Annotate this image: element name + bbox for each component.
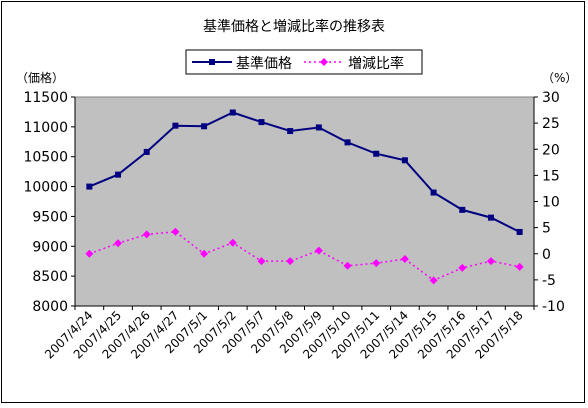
price-point [201, 123, 208, 130]
ratio-point [400, 254, 409, 263]
ratio-point [372, 259, 381, 268]
right-axis-tick-label: -10 [542, 299, 565, 315]
price-point [516, 228, 523, 235]
series-ratio [85, 227, 524, 285]
right-axis-tick-label: 15 [542, 168, 560, 184]
ratio-point [200, 249, 209, 258]
price-line [88, 111, 521, 233]
price-point [315, 124, 322, 131]
left-axis-tick-label: 8500 [32, 269, 68, 285]
price-point [258, 119, 265, 126]
chart: 基準価格と増減比率の推移表 基準価格 増減比率 （価格） （%） 8000 850… [16, 18, 577, 362]
ratio-point [515, 262, 524, 271]
left-axis-tick-label: 9500 [32, 209, 68, 225]
right-axis-tick-label: 25 [542, 116, 560, 132]
right-axis-tick-label: 5 [542, 221, 551, 237]
price-point [344, 139, 351, 146]
ratio-line [89, 231, 520, 282]
price-point [172, 122, 179, 129]
ratio-point [85, 249, 94, 258]
left-axis-tick-label: 10000 [23, 180, 68, 196]
price-point [401, 157, 408, 164]
right-axis-tick-label: 10 [542, 195, 560, 211]
left-axis-tick-label: 8000 [32, 299, 68, 315]
ratio-point [142, 230, 151, 239]
price-point [115, 171, 122, 178]
legend-marker-ratio [320, 58, 328, 66]
price-point [459, 206, 466, 213]
ratio-point [458, 263, 467, 272]
ratio-point [314, 246, 323, 255]
price-point [487, 214, 494, 221]
left-axis-tick-label: 9000 [32, 239, 68, 255]
ratio-point [286, 257, 295, 266]
right-axis-tick-label: 0 [542, 247, 551, 263]
right-axis-tick-label: 20 [542, 142, 560, 158]
right-axis-label: （%） [542, 71, 577, 85]
chart-frame: 基準価格と増減比率の推移表 基準価格 増減比率 （価格） （%） 8000 850… [1, 1, 585, 403]
series-price [86, 109, 523, 235]
ratio-point [171, 227, 180, 236]
ratio-point [257, 257, 266, 266]
ratio-point [228, 238, 237, 247]
legend: 基準価格 増減比率 [185, 49, 423, 75]
right-axis-tick-label: 30 [542, 90, 560, 106]
left-axis-label: （価格） [16, 70, 64, 85]
price-point [86, 183, 93, 190]
ratio-point [114, 239, 123, 248]
left-axis-tick-label: 10500 [23, 150, 68, 166]
price-point [287, 128, 294, 135]
left-axis-tick-label: 11000 [23, 120, 68, 136]
right-axis-tick-label: -5 [542, 273, 556, 289]
left-axis-tick-label: 11500 [23, 90, 68, 106]
ratio-point [429, 276, 438, 285]
ratio-point [343, 261, 352, 270]
price-point [229, 109, 236, 116]
price-point [143, 148, 150, 155]
ratio-point [486, 257, 495, 266]
legend-label-ratio: 増減比率 [348, 55, 404, 72]
price-point [430, 189, 437, 196]
legend-label-price: 基準価格 [236, 55, 292, 72]
chart-title: 基準価格と増減比率の推移表 [203, 18, 385, 35]
legend-marker-price [209, 59, 215, 65]
price-point [373, 150, 380, 157]
